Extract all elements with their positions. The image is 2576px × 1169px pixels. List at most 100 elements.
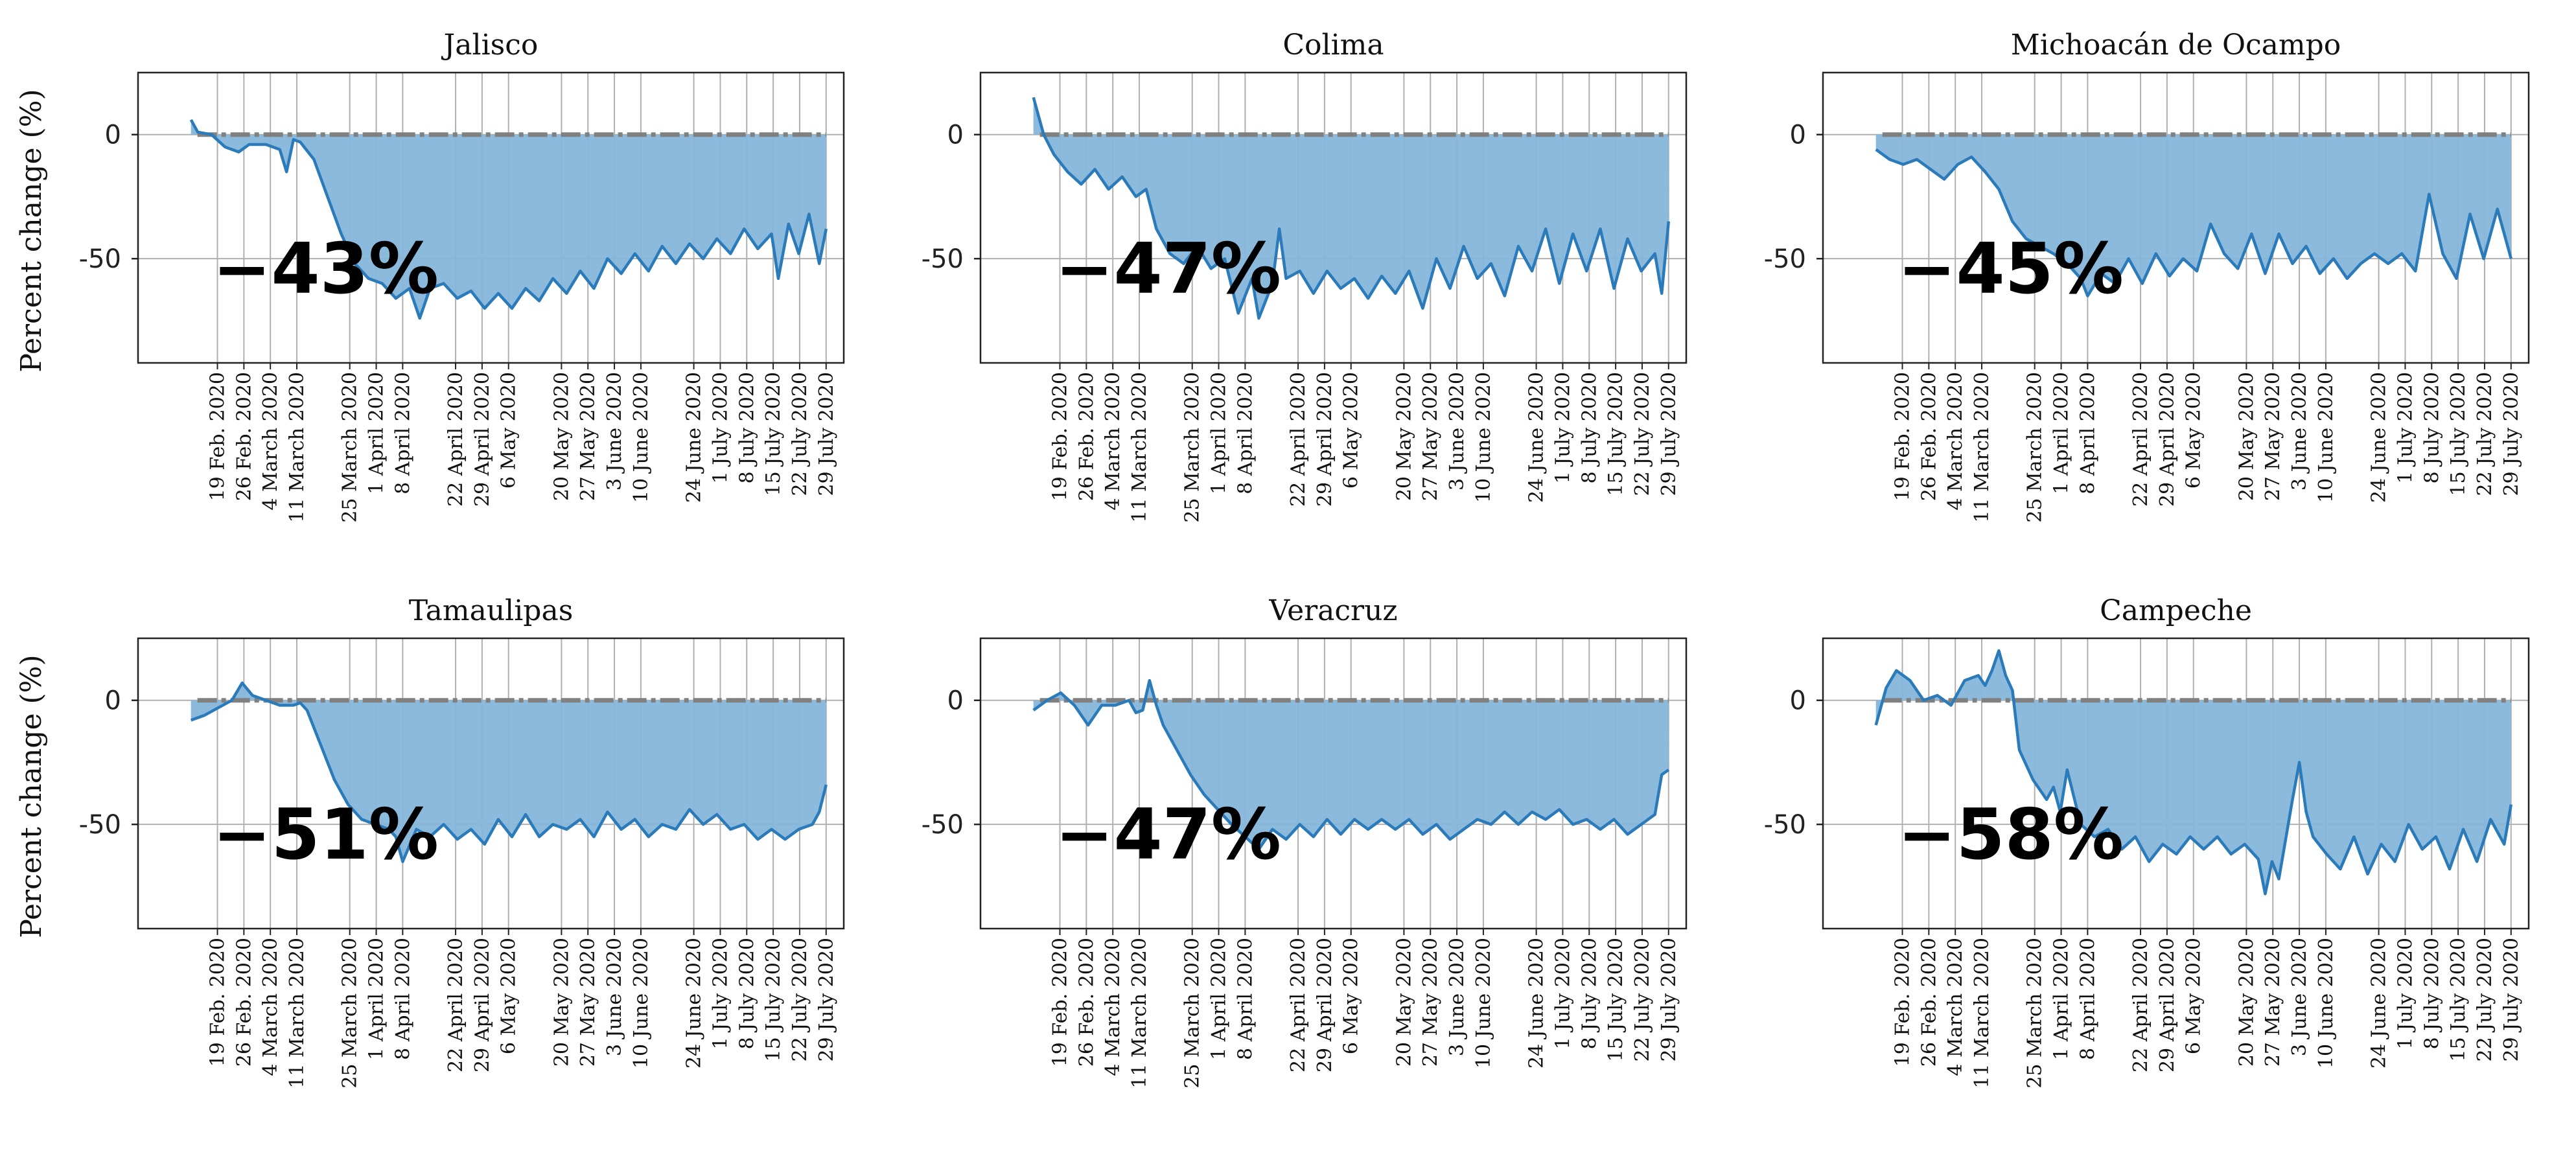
series-area <box>191 682 826 862</box>
ytick-label: -50 <box>79 810 121 840</box>
xtick-label: 26 Feb. 2020 <box>233 372 255 501</box>
xtick-label: 15 July 2020 <box>2447 938 2470 1061</box>
xtick-label: 1 April 2020 <box>366 938 388 1060</box>
xtick-label: 8 April 2020 <box>2076 938 2099 1060</box>
xtick-label: 22 July 2020 <box>789 938 811 1061</box>
xtick-label: 24 June 2020 <box>2368 372 2391 503</box>
xtick-label: 22 July 2020 <box>1631 938 1654 1061</box>
percent-annotation: −58% <box>1897 794 2124 875</box>
ytick-label: -50 <box>1764 810 1806 840</box>
axes-frame <box>137 71 845 364</box>
xtick-label: 11 March 2020 <box>1971 372 1993 523</box>
percent-annotation: −47% <box>1055 794 1281 875</box>
xtick-label: 6 May 2020 <box>498 938 520 1054</box>
series-area <box>1875 134 2511 296</box>
xtick-label: 22 April 2020 <box>2129 372 2152 507</box>
xtick-label: 26 Feb. 2020 <box>1075 938 1098 1067</box>
ytick-label: 0 <box>1790 121 1806 150</box>
xtick-label: 4 March 2020 <box>259 938 282 1076</box>
xtick-label: 3 June 2020 <box>1446 372 1468 491</box>
xtick-label: 8 July 2020 <box>1578 938 1601 1049</box>
xtick-label: 22 April 2020 <box>2129 938 2152 1072</box>
percent-annotation: −43% <box>213 229 439 310</box>
xtick-label: 1 April 2020 <box>2050 938 2073 1060</box>
xtick-label: 10 June 2020 <box>2315 372 2338 503</box>
xtick-label: 1 April 2020 <box>366 372 388 494</box>
xtick-label: 1 July 2020 <box>1551 372 1574 483</box>
y-axis-label: Percent change (%) <box>15 654 48 938</box>
xtick-label: 29 April 2020 <box>1314 372 1336 507</box>
xtick-label: 3 June 2020 <box>2288 938 2311 1056</box>
xtick-label: 1 July 2020 <box>709 938 732 1049</box>
xtick-label: 11 March 2020 <box>286 372 308 523</box>
xtick-label: 8 July 2020 <box>736 372 758 483</box>
xtick-label: 11 March 2020 <box>1128 938 1151 1089</box>
series-area <box>1033 97 1669 319</box>
xtick-label: 1 April 2020 <box>1208 938 1231 1060</box>
xtick-label: 10 June 2020 <box>1472 938 1495 1069</box>
xtick-label: 27 May 2020 <box>1419 372 1442 501</box>
panel-4: Tamaulipas 0 -50 19 Feb. 2020 26 Feb. 2020 4 … <box>15 594 845 1089</box>
xtick-label: 1 July 2020 <box>2394 372 2417 483</box>
axes-frame <box>1822 637 2530 930</box>
xtick-label: 8 April 2020 <box>1234 372 1257 494</box>
xtick-label: 15 July 2020 <box>2447 372 2470 496</box>
xtick-label: 20 May 2020 <box>2235 372 2258 501</box>
xtick-label: 25 March 2020 <box>2024 372 2047 523</box>
xtick-label: 22 April 2020 <box>445 938 467 1072</box>
percent-annotation: −45% <box>1897 229 2124 310</box>
xtick-label: 26 Feb. 2020 <box>233 938 255 1067</box>
xtick-label: 24 June 2020 <box>2368 938 2391 1069</box>
xtick-label: 26 Feb. 2020 <box>1918 372 1940 501</box>
xtick-label: 10 June 2020 <box>2315 938 2338 1069</box>
series-line <box>1875 148 2512 297</box>
xtick-label: 1 April 2020 <box>2050 372 2073 494</box>
panel-title: Veracruz <box>1268 594 1397 627</box>
xtick-label: 6 May 2020 <box>2183 372 2205 489</box>
xtick-label: 6 May 2020 <box>498 372 520 489</box>
axes-frame <box>979 71 1688 364</box>
xtick-label: 24 June 2020 <box>1526 938 1548 1069</box>
xtick-label: 25 March 2020 <box>1181 372 1204 523</box>
xtick-label: 19 Feb. 2020 <box>1049 372 1072 501</box>
xtick-label: 3 June 2020 <box>603 938 626 1056</box>
xtick-label: 24 June 2020 <box>683 372 706 503</box>
panel-title: Jalisco <box>441 29 539 62</box>
ytick-label: 0 <box>947 686 964 716</box>
xtick-label: 25 March 2020 <box>2024 938 2047 1089</box>
xtick-label: 29 April 2020 <box>471 938 494 1072</box>
xtick-label: 6 May 2020 <box>1340 938 1363 1054</box>
xtick-label: 29 July 2020 <box>2500 938 2523 1061</box>
xtick-label: 19 Feb. 2020 <box>207 372 229 501</box>
xtick-label: 29 July 2020 <box>2500 372 2523 496</box>
xtick-label: 1 July 2020 <box>2394 938 2417 1049</box>
xtick-label: 15 July 2020 <box>762 938 785 1061</box>
xtick-label: 11 March 2020 <box>286 938 308 1089</box>
panel-title: Michoacán de Ocampo <box>2011 29 2341 62</box>
xtick-label: 27 May 2020 <box>1419 938 1442 1067</box>
ytick-label: 0 <box>105 686 121 716</box>
xtick-label: 8 July 2020 <box>2420 372 2443 483</box>
xtick-label: 27 May 2020 <box>2262 372 2284 501</box>
xtick-label: 10 June 2020 <box>630 938 653 1069</box>
xtick-label: 22 April 2020 <box>445 372 467 507</box>
xtick-label: 22 July 2020 <box>789 372 811 496</box>
xtick-label: 4 March 2020 <box>259 372 282 511</box>
percent-annotation: −51% <box>213 794 439 875</box>
xtick-label: 25 March 2020 <box>339 372 362 523</box>
xtick-label: 26 Feb. 2020 <box>1918 938 1940 1067</box>
axes-frame <box>979 637 1688 930</box>
panel-title: Tamaulipas <box>409 594 574 627</box>
xtick-label: 6 May 2020 <box>1340 372 1363 489</box>
xtick-label: 25 March 2020 <box>339 938 362 1089</box>
xtick-label: 29 July 2020 <box>815 372 838 496</box>
xtick-label: 1 July 2020 <box>709 372 732 483</box>
y-axis-label: Percent change (%) <box>15 89 48 372</box>
xtick-label: 26 Feb. 2020 <box>1075 372 1098 501</box>
xtick-label: 22 July 2020 <box>2474 372 2496 496</box>
percent-annotation: −47% <box>1055 229 1281 310</box>
xtick-label: 11 March 2020 <box>1128 372 1151 523</box>
series-line <box>1874 649 2513 896</box>
xtick-label: 10 June 2020 <box>1472 372 1495 503</box>
